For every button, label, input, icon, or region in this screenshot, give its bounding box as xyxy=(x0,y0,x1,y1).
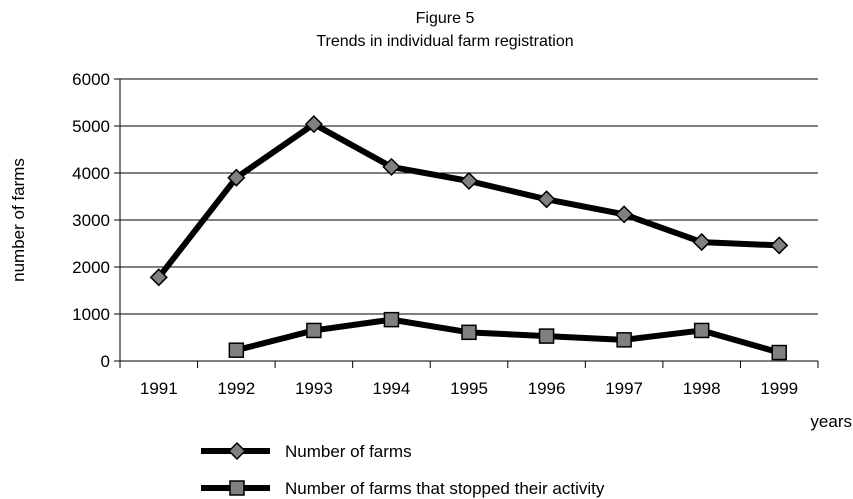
data-point-diamond xyxy=(149,268,168,287)
data-point-square xyxy=(306,322,322,339)
data-point-square xyxy=(616,332,632,348)
data-point-diamond xyxy=(537,190,556,209)
y-tick-label: 1000 xyxy=(72,305,110,324)
data-point-diamond xyxy=(459,171,479,191)
x-axis-label: years xyxy=(810,412,852,431)
x-tick-label: 1997 xyxy=(605,379,643,398)
data-point-square xyxy=(771,344,787,361)
y-tick-label: 6000 xyxy=(72,70,110,89)
chart-subtitle: Trends in individual farm registration xyxy=(316,33,573,50)
x-tick-label: 1991 xyxy=(140,379,178,398)
data-point-diamond xyxy=(227,168,246,187)
data-point-square xyxy=(693,322,710,339)
legend-marker-diamond xyxy=(227,441,247,461)
y-axis-ticks: 0 1000 2000 3000 4000 5000 6000 xyxy=(72,70,120,371)
x-tick-label: 1998 xyxy=(683,379,721,398)
legend: Number of farms Number of farms that sto… xyxy=(201,441,605,498)
x-tick-label: 1993 xyxy=(295,379,333,398)
x-tick-label: 1996 xyxy=(528,379,566,398)
y-tick-label: 0 xyxy=(101,352,110,371)
y-tick-label: 5000 xyxy=(72,117,110,136)
data-point-diamond xyxy=(615,205,634,224)
y-tick-label: 2000 xyxy=(72,258,110,277)
x-tick-label: 1995 xyxy=(450,379,488,398)
y-tick-label: 3000 xyxy=(72,211,110,230)
gridlines xyxy=(119,78,818,362)
data-point-square xyxy=(383,311,400,328)
series-group xyxy=(149,115,789,361)
legend-item-number-of-farms: Number of farms xyxy=(201,441,412,461)
data-point-diamond xyxy=(304,115,323,134)
x-tick-label: 1992 xyxy=(217,379,255,398)
data-point-square xyxy=(461,324,477,341)
legend-item-stopped-activity: Number of farms that stopped their activ… xyxy=(201,479,605,498)
y-axis-label: number of farms xyxy=(9,158,28,282)
x-axis-ticks: 1991 1992 1993 1994 1995 1996 1997 1998 1999 xyxy=(119,361,819,398)
series-line-stopped-activity xyxy=(235,316,781,356)
data-point-diamond xyxy=(692,233,711,252)
legend-marker-square xyxy=(229,480,245,496)
data-point-square xyxy=(538,328,555,344)
data-point-diamond xyxy=(770,236,789,255)
data-point-diamond xyxy=(382,157,401,176)
data-point-square xyxy=(228,342,245,358)
x-tick-label: 1999 xyxy=(760,379,798,398)
legend-label-number-of-farms: Number of farms xyxy=(285,442,412,461)
x-tick-label: 1994 xyxy=(373,379,411,398)
legend-label-stopped-activity: Number of farms that stopped their activ… xyxy=(285,479,605,498)
y-tick-label: 4000 xyxy=(72,164,110,183)
chart-title: Figure 5 xyxy=(416,10,475,27)
series-line-number-of-farms xyxy=(156,121,780,280)
